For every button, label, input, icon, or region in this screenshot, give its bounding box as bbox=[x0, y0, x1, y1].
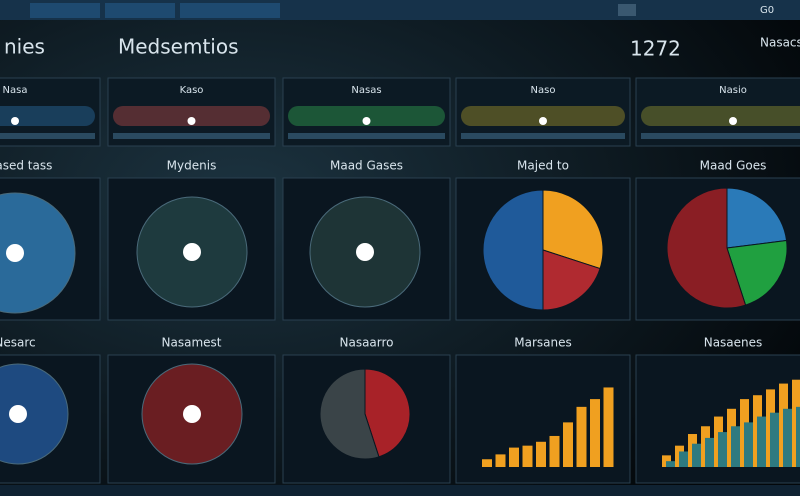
tab[interactable] bbox=[105, 3, 175, 18]
bottom-title: Nasamest bbox=[162, 336, 222, 350]
bottom-title: Marsanes bbox=[514, 336, 572, 350]
bar bbox=[757, 416, 766, 467]
header-left: nies bbox=[4, 35, 45, 59]
disc bbox=[0, 363, 69, 465]
pie-title: Maad Gases bbox=[330, 159, 403, 173]
bar bbox=[705, 437, 714, 467]
pie-slice bbox=[726, 239, 788, 306]
slider-bar bbox=[461, 133, 625, 139]
center-dot bbox=[356, 243, 374, 261]
bar bbox=[576, 406, 587, 467]
bar bbox=[563, 422, 573, 467]
corner-label: G0 bbox=[760, 5, 774, 16]
pie-title: Mydenis bbox=[167, 159, 217, 173]
bar bbox=[495, 454, 506, 467]
counter: 1272 bbox=[630, 37, 681, 61]
bar bbox=[692, 443, 701, 467]
slider-bar bbox=[113, 133, 270, 139]
header-right: Nasacs bbox=[760, 36, 800, 50]
pie-slice bbox=[364, 368, 411, 458]
bottom-title: Nasaenes bbox=[704, 336, 763, 350]
bar bbox=[744, 422, 753, 467]
slider-bar bbox=[0, 133, 95, 139]
pie-slice bbox=[542, 189, 604, 270]
bottom-title: Nesarc bbox=[0, 336, 36, 350]
bar bbox=[509, 447, 519, 467]
slider-knob[interactable] bbox=[362, 117, 371, 125]
footer bbox=[0, 485, 800, 496]
bar bbox=[482, 459, 492, 467]
slider-knob[interactable] bbox=[729, 117, 737, 125]
slider-label: Nasa bbox=[3, 85, 28, 96]
slider-track bbox=[113, 106, 270, 126]
center-dot bbox=[9, 405, 27, 423]
button[interactable] bbox=[618, 4, 636, 16]
pie-slice bbox=[666, 187, 747, 309]
disc bbox=[0, 192, 76, 314]
slider-bar bbox=[288, 133, 445, 139]
slider-track bbox=[288, 106, 445, 126]
slider-knob[interactable] bbox=[187, 117, 196, 125]
pie-title: Maad Goes bbox=[700, 159, 767, 173]
slider-track bbox=[0, 106, 95, 126]
slider-label: Kaso bbox=[180, 85, 204, 96]
center-dot bbox=[6, 244, 24, 262]
slider-knob[interactable] bbox=[11, 117, 19, 125]
slider-knob[interactable] bbox=[539, 117, 547, 125]
pie-slice bbox=[319, 368, 380, 460]
bar bbox=[770, 412, 779, 467]
bar bbox=[603, 387, 614, 467]
bar bbox=[536, 441, 546, 467]
center-dot bbox=[183, 243, 201, 261]
pie-slice bbox=[726, 187, 788, 249]
bar bbox=[590, 399, 600, 467]
bar bbox=[731, 426, 740, 467]
bottom-title: Nasaarro bbox=[339, 336, 393, 350]
bar bbox=[718, 432, 727, 467]
slider-label: Nasio bbox=[719, 85, 747, 96]
tab[interactable] bbox=[30, 3, 100, 18]
slider-label: Naso bbox=[531, 85, 556, 96]
tab[interactable] bbox=[180, 3, 280, 18]
pie-title: Meased tass bbox=[0, 159, 52, 173]
bar bbox=[679, 451, 688, 467]
header-title: Medsemtios bbox=[118, 35, 239, 59]
bar bbox=[796, 406, 800, 467]
bar bbox=[549, 435, 560, 467]
bar bbox=[783, 408, 792, 467]
pie-slice bbox=[542, 249, 601, 311]
bar bbox=[666, 461, 675, 467]
slider-track bbox=[641, 106, 800, 126]
center-dot bbox=[183, 405, 201, 423]
slider-track bbox=[461, 106, 625, 126]
slider-bar bbox=[641, 133, 800, 139]
pie-title: Majed to bbox=[517, 159, 569, 173]
pie-slice bbox=[482, 189, 544, 311]
slider-label: Nasas bbox=[351, 85, 381, 96]
bar bbox=[522, 445, 533, 467]
